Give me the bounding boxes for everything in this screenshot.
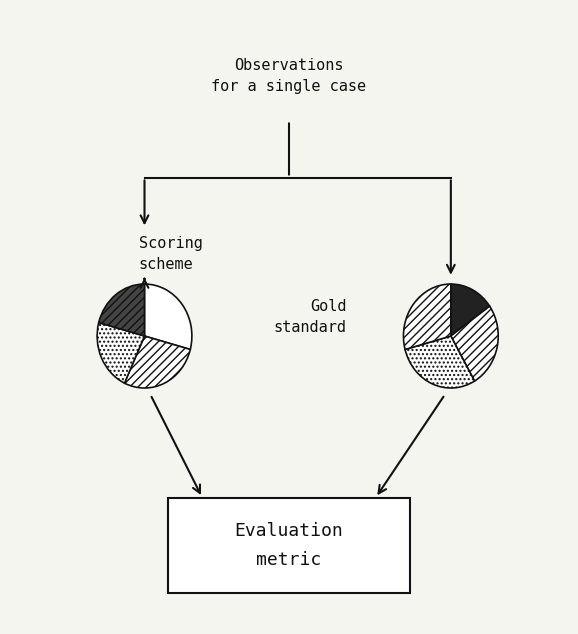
Text: Scoring
scheme: Scoring scheme — [139, 236, 203, 271]
Bar — [168, 498, 410, 593]
Wedge shape — [405, 336, 475, 388]
Wedge shape — [144, 284, 192, 349]
Wedge shape — [124, 336, 190, 388]
Wedge shape — [451, 306, 498, 381]
Wedge shape — [451, 284, 490, 336]
Wedge shape — [99, 284, 144, 336]
Text: Observations
for a single case: Observations for a single case — [212, 58, 366, 94]
Text: Gold
standard: Gold standard — [274, 299, 347, 335]
Text: Evaluation
metric: Evaluation metric — [235, 522, 343, 569]
Wedge shape — [97, 323, 144, 383]
Wedge shape — [403, 284, 451, 349]
